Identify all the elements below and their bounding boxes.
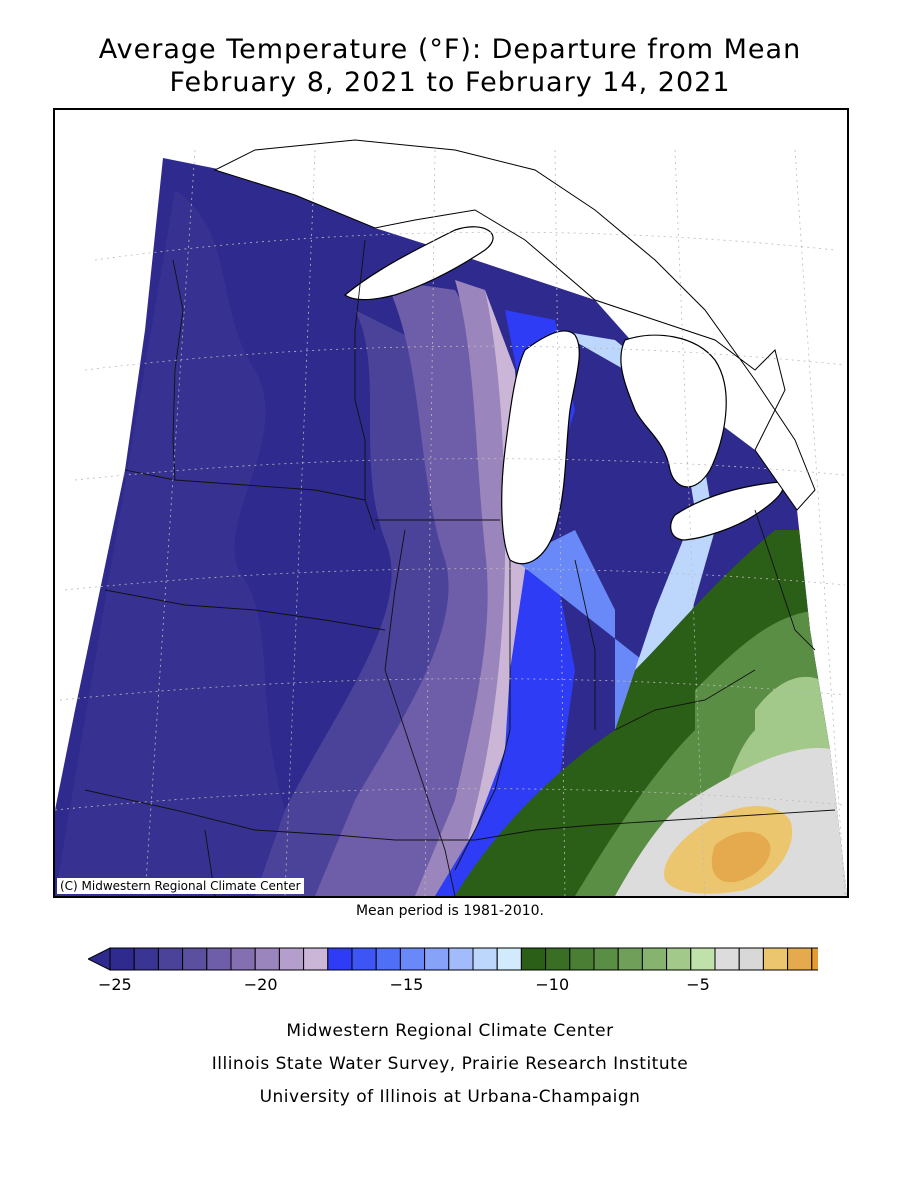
graticule-line <box>55 788 846 811</box>
legend-color-box <box>617 947 643 971</box>
legend-tick-label: −10 <box>535 975 569 994</box>
graticule-line <box>64 568 846 591</box>
legend-color-box <box>303 947 329 971</box>
legend-color-box <box>254 947 280 971</box>
legend-tick-label: −5 <box>686 975 710 994</box>
border-nd-sd <box>124 469 366 501</box>
legend-boxes <box>88 947 818 971</box>
graticule-line <box>674 149 706 896</box>
legend-tick-label: −15 <box>390 975 424 994</box>
legend-color-box <box>182 947 208 971</box>
lake-superior <box>344 226 494 301</box>
map-title-line1: Average Temperature (°F): Departure from… <box>98 34 802 65</box>
border-in-oh <box>574 559 596 730</box>
map-canvas <box>55 139 847 896</box>
legend-color-box <box>690 947 716 971</box>
border-pa <box>754 509 816 651</box>
canada-land <box>213 139 816 511</box>
legend-left-arrow <box>88 947 111 971</box>
state-borders <box>84 239 836 896</box>
legend-color-box <box>738 947 764 971</box>
legend-tick-label: −25 <box>98 975 132 994</box>
legend-ticks: −25−20−15−10−50 <box>98 975 710 994</box>
legend-tick-label: −20 <box>244 975 278 994</box>
graticule-line <box>284 149 316 896</box>
temperature-departure-map: (C) Midwestern Regional Climate Center <box>53 108 849 898</box>
legend-color-box <box>714 947 740 971</box>
border-ne-ks <box>84 789 396 841</box>
legend-color-box <box>375 947 401 971</box>
legend-color-box <box>399 947 426 971</box>
lake-erie <box>670 481 784 541</box>
legend-color-box <box>545 947 571 971</box>
graticule <box>55 149 846 896</box>
border-oh-wv <box>614 669 756 731</box>
legend-color-box <box>666 947 692 971</box>
legend-color-box <box>472 947 498 971</box>
footer-line3: University of Illinois at Urbana-Champai… <box>259 1087 641 1107</box>
legend-color-box <box>230 947 256 971</box>
legend-color-box <box>762 947 789 971</box>
graticule-line <box>794 149 846 896</box>
legend-color-box <box>278 947 305 971</box>
map-title-line2: February 8, 2021 to February 14, 2021 <box>169 67 731 98</box>
legend-color-box <box>496 947 522 971</box>
border-ky-tn <box>395 809 836 841</box>
legend-color-box <box>787 947 813 971</box>
border-il-in <box>454 560 511 871</box>
field-cold-band1 <box>55 190 315 896</box>
graticule-line <box>59 678 846 701</box>
canada-region <box>213 139 816 511</box>
graticule-line <box>144 149 196 896</box>
border-mn-west <box>172 259 184 481</box>
border-ia-il <box>384 529 456 896</box>
mean-period-note: Mean period is 1981-2010. <box>355 903 545 919</box>
legend-color-box <box>424 947 450 971</box>
legend-color-box <box>569 947 595 971</box>
legend-color-box <box>593 947 619 971</box>
legend-color-box <box>327 947 353 971</box>
graticule-line <box>74 458 846 481</box>
legend-color-box <box>157 947 184 971</box>
footer-line1: Midwestern Regional Climate Center <box>286 1021 614 1041</box>
graticule-line <box>94 231 836 261</box>
field-warmer <box>711 831 771 883</box>
legend-color-box <box>206 947 232 971</box>
border-sd-ne <box>104 589 386 631</box>
lake-huron <box>620 334 727 488</box>
legend-color-box <box>520 947 547 971</box>
color-legend: −25−20−15−10−50 <box>88 947 818 994</box>
legend-color-box <box>109 947 135 971</box>
legend-color-box <box>641 947 668 971</box>
graticule-line <box>424 149 436 896</box>
graticule-line <box>554 149 566 896</box>
legend-color-box <box>448 947 474 971</box>
border-mn-wi <box>354 239 376 531</box>
legend-color-box <box>133 947 159 971</box>
legend-color-box <box>351 947 377 971</box>
footer-line2: Illinois State Water Survey, Prairie Res… <box>211 1054 689 1074</box>
legend-color-box <box>811 947 818 971</box>
copyright-label: (C) Midwestern Regional Climate Center <box>57 878 304 894</box>
